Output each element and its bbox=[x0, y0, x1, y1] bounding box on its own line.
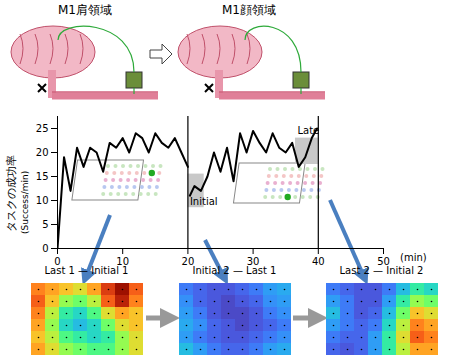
svg-text:30: 30 bbox=[247, 256, 260, 267]
svg-text:50: 50 bbox=[377, 256, 390, 267]
svg-text:25: 25 bbox=[36, 123, 49, 134]
html-text:Last 2 — Initial 2: Last 2 — Initial 2 bbox=[339, 265, 424, 276]
svg-text:Initial: Initial bbox=[190, 196, 218, 207]
html-text:(Success/min): (Success/min) bbox=[20, 170, 30, 234]
svg-text:20: 20 bbox=[36, 147, 49, 158]
svg-text:Late: Late bbox=[297, 125, 319, 136]
svg-text:5: 5 bbox=[42, 219, 48, 230]
html-text:タスクの成功率: タスクの成功率 bbox=[5, 155, 18, 232]
svg-text:15: 15 bbox=[36, 171, 49, 182]
svg-text:10: 10 bbox=[36, 195, 49, 206]
html-text:M1顔領域: M1顔領域 bbox=[222, 3, 276, 17]
svg-text:0: 0 bbox=[54, 256, 60, 267]
svg-text:10: 10 bbox=[116, 256, 129, 267]
html-text:Initial 2 — Last 1: Initial 2 — Last 1 bbox=[192, 265, 277, 276]
html-text:Last 1 — Initial 1: Last 1 — Initial 1 bbox=[44, 265, 129, 276]
svg-text:40: 40 bbox=[312, 256, 325, 267]
html-text:(min): (min) bbox=[400, 252, 427, 263]
svg-text:0: 0 bbox=[42, 243, 48, 254]
html-text:M1肩領域: M1肩領域 bbox=[58, 3, 112, 17]
svg-text:20: 20 bbox=[182, 256, 195, 267]
